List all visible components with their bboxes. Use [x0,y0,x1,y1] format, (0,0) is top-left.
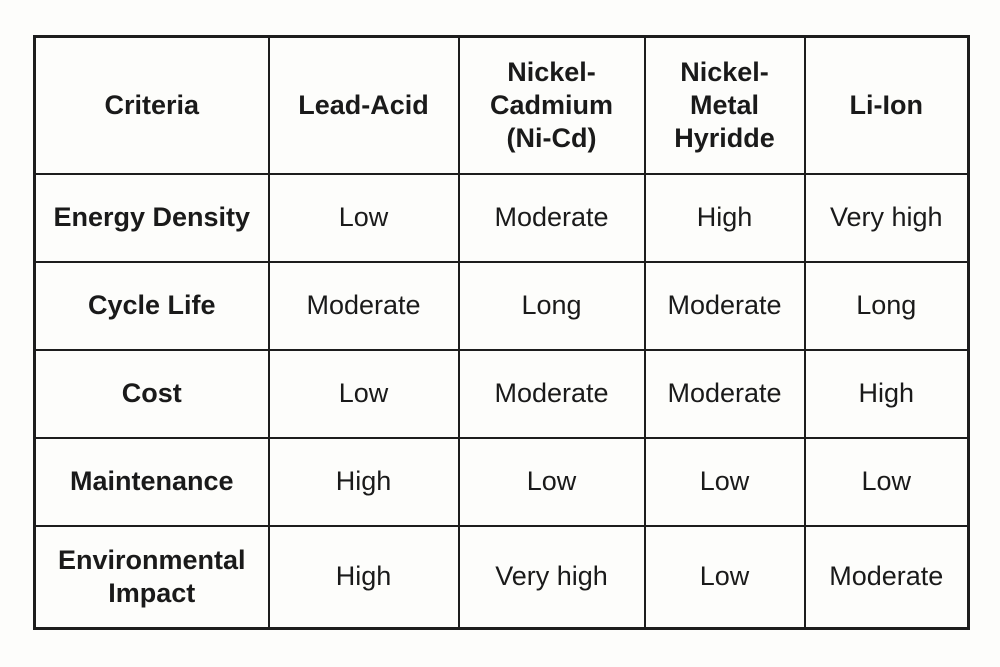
value-cell: Moderate [457,348,646,439]
header-cell-nickel-cadmium: Nickel-Cadmium (Ni-Cd) [457,35,646,175]
header-cell-li-ion: Li-Ion [803,35,970,175]
value-cell: Moderate [267,260,460,351]
criteria-cell: Cycle Life [33,260,270,351]
criteria-cell: Cost [33,348,270,439]
table-header-row: Criteria Lead-Acid Nickel-Cadmium (Ni-Cd… [33,35,970,175]
criteria-cell: Environmental Impact [33,524,270,630]
table-row-maintenance: Maintenance High Low Low Low [33,436,970,527]
value-cell: Low [803,436,970,527]
value-cell: Long [457,260,646,351]
comparison-table: Criteria Lead-Acid Nickel-Cadmium (Ni-Cd… [33,35,970,630]
value-cell: High [267,524,460,630]
table-row-cycle-life: Cycle Life Moderate Long Moderate Long [33,260,970,351]
value-cell: Moderate [643,348,806,439]
value-cell: Moderate [457,172,646,263]
value-cell: Low [267,172,460,263]
criteria-cell: Energy Density [33,172,270,263]
value-cell: Long [803,260,970,351]
header-cell-criteria: Criteria [33,35,270,175]
criteria-cell: Maintenance [33,436,270,527]
value-cell: High [267,436,460,527]
value-cell: Very high [803,172,970,263]
value-cell: High [643,172,806,263]
value-cell: Low [457,436,646,527]
value-cell: Moderate [803,524,970,630]
table-row-energy-density: Energy Density Low Moderate High Very hi… [33,172,970,263]
value-cell: Low [643,436,806,527]
value-cell: Low [643,524,806,630]
header-cell-nickel-metal-hydride: Nickel-Metal Hyridde [643,35,806,175]
header-cell-lead-acid: Lead-Acid [267,35,460,175]
value-cell: Very high [457,524,646,630]
table-row-environmental-impact: Environmental Impact High Very high Low … [33,524,970,630]
value-cell: High [803,348,970,439]
value-cell: Moderate [643,260,806,351]
table-row-cost: Cost Low Moderate Moderate High [33,348,970,439]
value-cell: Low [267,348,460,439]
